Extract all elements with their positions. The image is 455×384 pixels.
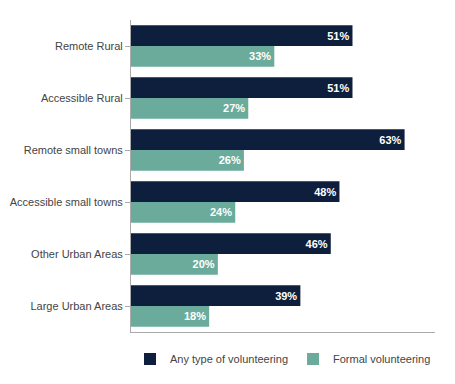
svg-text:Accessible small towns: Accessible small towns — [10, 196, 124, 208]
svg-text:46%: 46% — [306, 238, 328, 250]
svg-text:20%: 20% — [193, 258, 215, 270]
svg-text:Formal volunteering: Formal volunteering — [333, 353, 430, 365]
svg-text:Remote Rural: Remote Rural — [55, 40, 123, 52]
svg-text:39%: 39% — [275, 290, 297, 302]
svg-text:26%: 26% — [219, 154, 241, 166]
svg-text:48%: 48% — [314, 186, 336, 198]
svg-text:63%: 63% — [379, 134, 401, 146]
svg-text:51%: 51% — [327, 82, 349, 94]
svg-text:Other Urban Areas: Other Urban Areas — [31, 248, 123, 260]
svg-text:Large Urban Areas: Large Urban Areas — [30, 300, 123, 312]
svg-text:Remote small towns: Remote small towns — [24, 144, 124, 156]
svg-text:33%: 33% — [249, 50, 271, 62]
svg-text:27%: 27% — [223, 102, 245, 114]
svg-text:24%: 24% — [210, 206, 232, 218]
svg-text:Accessible Rural: Accessible Rural — [41, 92, 123, 104]
svg-text:51%: 51% — [327, 30, 349, 42]
svg-text:Any type of volunteering: Any type of volunteering — [170, 353, 288, 365]
svg-text:18%: 18% — [184, 310, 206, 322]
